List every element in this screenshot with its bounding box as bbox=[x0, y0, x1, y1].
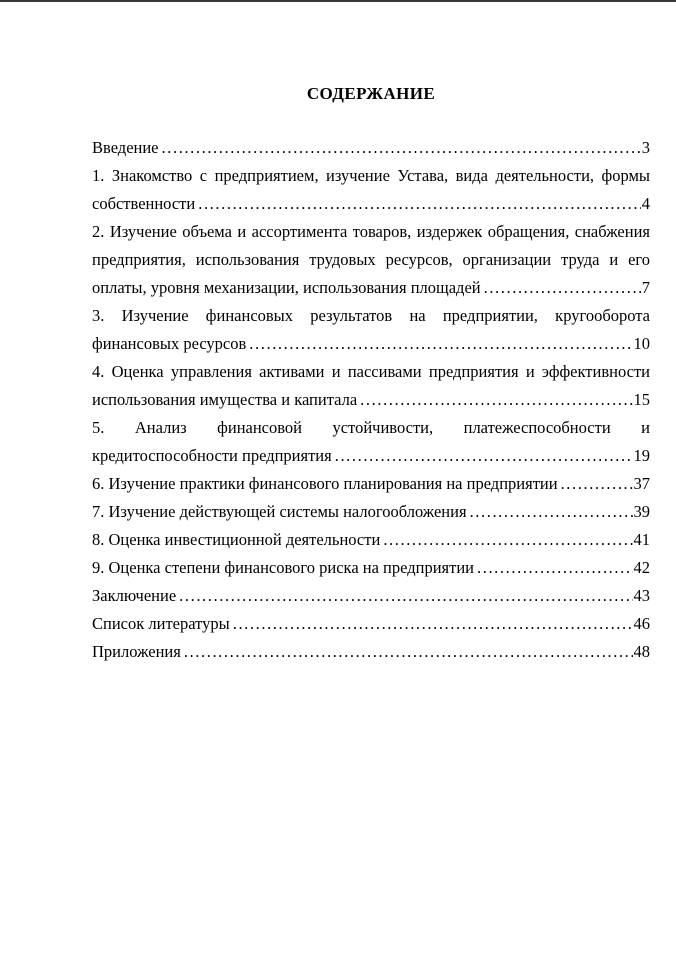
toc-entry[interactable]: Заключение 43 bbox=[92, 582, 650, 610]
page-title: СОДЕРЖАНИЕ bbox=[306, 84, 436, 103]
toc-entry-text: Приложения bbox=[92, 642, 181, 661]
toc-entry-page-number: 19 bbox=[633, 446, 651, 465]
toc-entry-text: оплаты, уровня механизации, использовани… bbox=[92, 278, 481, 297]
toc-entry-text: использования имущества и капитала bbox=[92, 390, 358, 409]
toc-entry[interactable]: оплаты, уровня механизации, использовани… bbox=[92, 274, 650, 302]
toc-entry[interactable]: собственности 4 bbox=[92, 190, 650, 218]
dot-leader bbox=[561, 470, 633, 498]
dot-leader bbox=[198, 190, 641, 218]
toc-entry-text: 8. Оценка инвестиционной деятельности bbox=[92, 530, 381, 549]
dot-leader bbox=[484, 274, 641, 302]
dot-leader bbox=[179, 582, 632, 610]
dot-leader bbox=[383, 526, 632, 554]
toc-entry-text: Заключение bbox=[92, 586, 177, 605]
dot-leader bbox=[335, 442, 633, 470]
toc-entry[interactable]: 7. Изучение действующей системы налогооб… bbox=[92, 498, 650, 526]
toc-entry-page-number: 37 bbox=[633, 474, 651, 493]
toc-entry-line[interactable]: 5. Анализ финансовой устойчивости, плате… bbox=[92, 418, 650, 437]
toc-entry-page-number: 39 bbox=[633, 502, 651, 521]
dot-leader bbox=[249, 330, 632, 358]
toc-entry-page-number: 3 bbox=[641, 138, 650, 157]
toc-entry[interactable]: 6. Изучение практики финансового планиро… bbox=[92, 470, 650, 498]
dot-leader bbox=[470, 498, 633, 526]
toc-entry-text: 7. Изучение действующей системы налогооб… bbox=[92, 502, 467, 521]
dot-leader bbox=[233, 610, 633, 638]
toc-entry[interactable]: 8. Оценка инвестиционной деятельности 41 bbox=[92, 526, 650, 554]
toc-entry[interactable]: финансовых ресурсов 10 bbox=[92, 330, 650, 358]
dot-leader bbox=[184, 638, 633, 666]
toc-entry[interactable]: Введение 3 bbox=[92, 134, 650, 162]
toc-entry-line[interactable]: 3. Изучение финансовых результатов на пр… bbox=[92, 306, 650, 325]
toc-entry-page-number: 41 bbox=[633, 530, 651, 549]
toc-entry-text: Список литературы bbox=[92, 614, 230, 633]
toc-list: Введение 3 1. Знакомство с предприятием,… bbox=[92, 134, 650, 666]
toc-entry-text: собственности bbox=[92, 194, 196, 213]
toc-entry-text: 6. Изучение практики финансового планиро… bbox=[92, 474, 558, 493]
toc-entry-text: кредитоспособности предприятия bbox=[92, 446, 332, 465]
toc-entry-page-number: 7 bbox=[641, 278, 650, 297]
toc-entry[interactable]: Список литературы 46 bbox=[92, 610, 650, 638]
toc-entry-line[interactable]: предприятия, использования трудовых ресу… bbox=[92, 250, 650, 269]
toc-entry-page-number: 46 bbox=[633, 614, 651, 633]
toc-entry-page-number: 15 bbox=[633, 390, 651, 409]
toc-entry-text: финансовых ресурсов bbox=[92, 334, 247, 353]
toc-entry-text: Введение bbox=[92, 138, 159, 157]
toc-entry[interactable]: использования имущества и капитала 15 bbox=[92, 386, 650, 414]
window-top-edge bbox=[0, 0, 676, 2]
dot-leader bbox=[360, 386, 632, 414]
toc-entry[interactable]: Приложения 48 bbox=[92, 638, 650, 666]
toc-entry[interactable]: 9. Оценка степени финансового риска на п… bbox=[92, 554, 650, 582]
dot-leader bbox=[477, 554, 633, 582]
dot-leader bbox=[162, 134, 641, 162]
toc-entry-page-number: 42 bbox=[633, 558, 651, 577]
toc-entry[interactable]: кредитоспособности предприятия 19 bbox=[92, 442, 650, 470]
toc-entry-page-number: 4 bbox=[641, 194, 650, 213]
toc-entry-line[interactable]: 2. Изучение объема и ассортимента товаро… bbox=[92, 222, 650, 241]
toc-entry-text: 9. Оценка степени финансового риска на п… bbox=[92, 558, 474, 577]
toc-entry-page-number: 10 bbox=[633, 334, 651, 353]
toc-entry-page-number: 48 bbox=[633, 642, 651, 661]
toc-entry-line[interactable]: 1. Знакомство с предприятием, изучение У… bbox=[92, 166, 650, 185]
toc-entry-page-number: 43 bbox=[633, 586, 651, 605]
toc-entry-line[interactable]: 4. Оценка управления активами и пассивам… bbox=[92, 362, 650, 381]
